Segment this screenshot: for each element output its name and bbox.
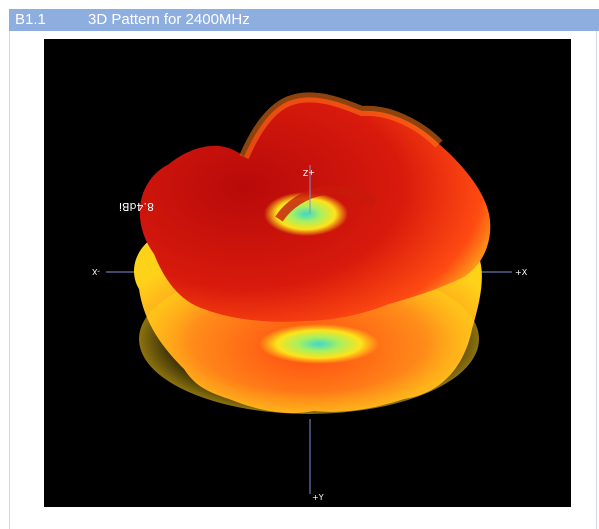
- y-axis-label: +Y: [312, 493, 324, 502]
- gain-label: 8.4dBi: [119, 200, 154, 213]
- pattern-inner-fold: [275, 185, 377, 222]
- section-number: B1.1: [15, 11, 46, 28]
- pattern-upper-rim: [239, 92, 443, 160]
- section-header: B1.1 3D Pattern for 2400MHz: [9, 9, 599, 31]
- section-title: 3D Pattern for 2400MHz: [88, 11, 250, 28]
- figure-frame: [9, 31, 597, 529]
- x-axis-negative-label: -X: [92, 267, 100, 276]
- pattern-null-upper: [264, 192, 348, 236]
- x-axis-positive-label: +X: [515, 268, 528, 277]
- pattern-null-lower: [259, 324, 379, 364]
- radiation-pattern-3d-view: +Z +X -X +Y 8.4dBi: [44, 39, 571, 507]
- z-axis-label: +Z: [302, 168, 315, 177]
